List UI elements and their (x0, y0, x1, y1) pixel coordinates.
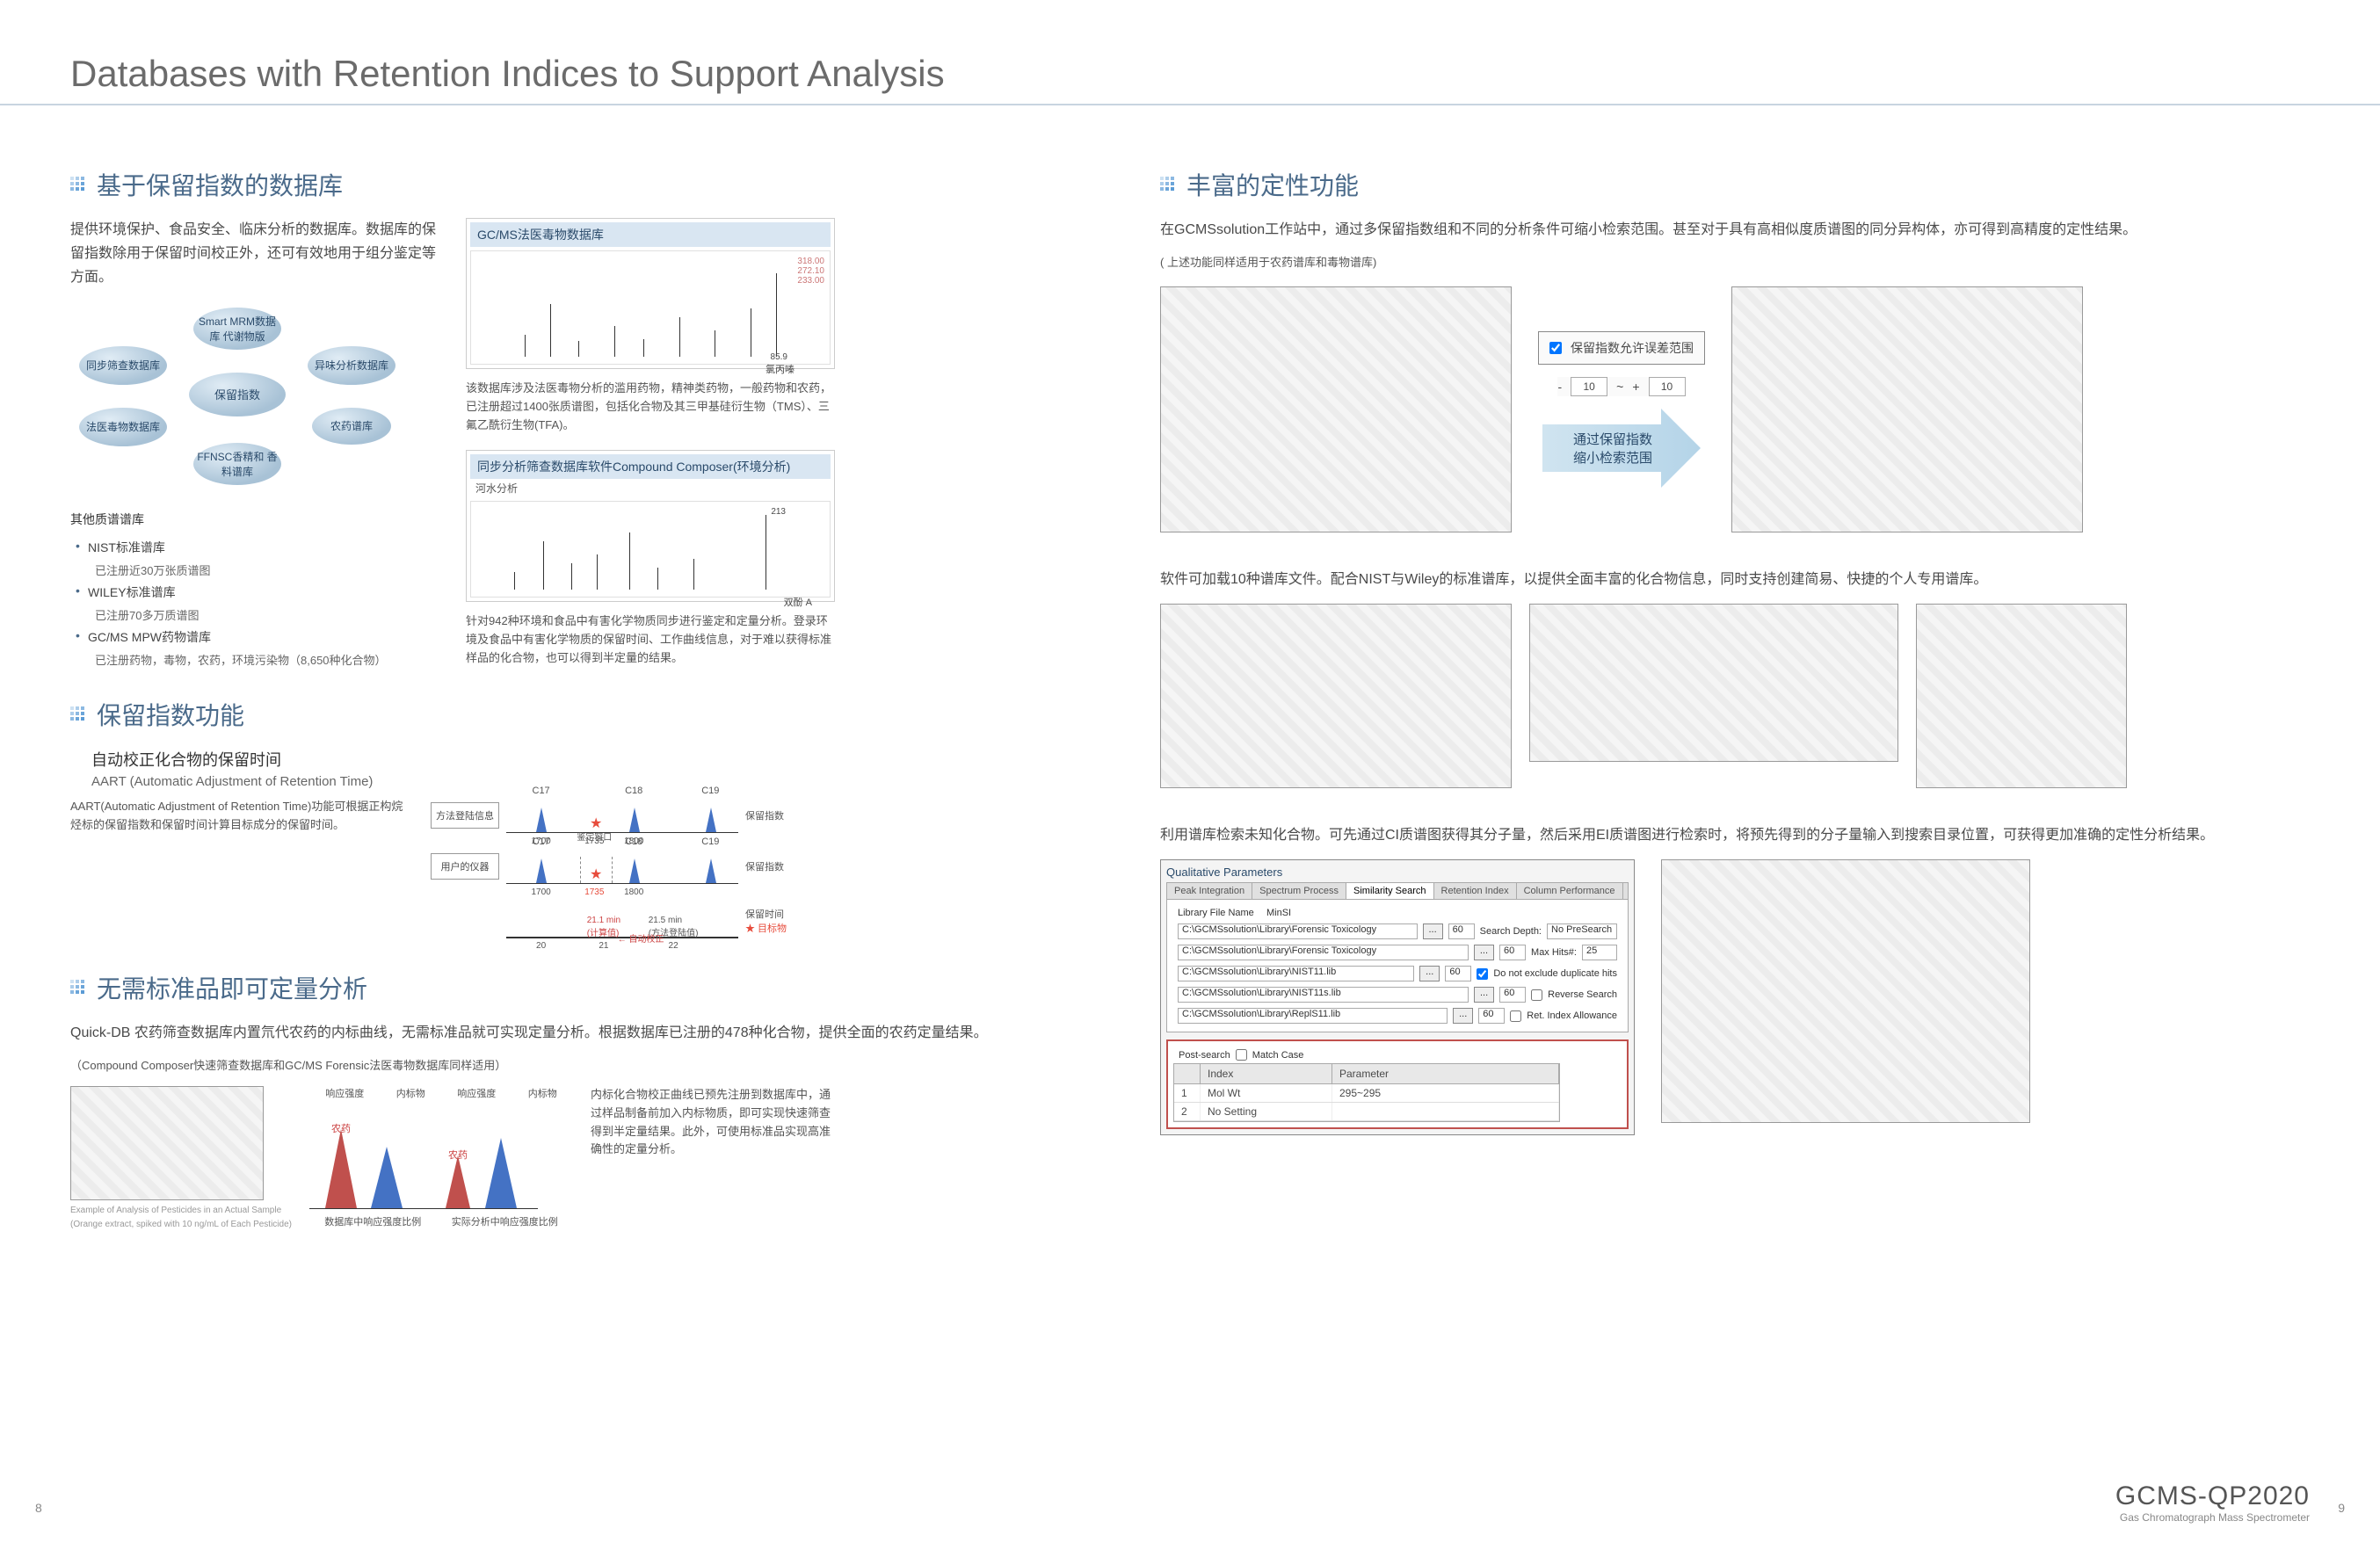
panel2-caption: 针对942种环境和食品中有害化学物质同步进行鉴定和定量分析。登录环境及食品中有害… (466, 612, 835, 667)
section-title-ri: 保留指数功能 (97, 697, 244, 732)
lib-path-field[interactable]: C:\GCMSsolution\Library\Forensic Toxicol… (1178, 923, 1418, 939)
bullet-icon (70, 706, 86, 722)
lib-item: GC/MS MPW药物谱库 (70, 626, 439, 648)
sec3-note: （Compound Composer快速筛查数据库和GC/MS Forensic… (70, 1057, 1107, 1076)
bullet-icon (70, 177, 86, 192)
page-number-right: 9 (2338, 1501, 2345, 1515)
aart-diagram: 方法登陆信息 C17 C18 C19 ★ 1700 1735 1800 保留指数… (431, 798, 800, 944)
cluster-node: 异味分析数据库 (308, 346, 395, 385)
lib-path-field[interactable]: C:\GCMSsolution\Library\ReplS11.lib (1178, 1008, 1448, 1024)
sec1-intro: 提供环境保护、食品安全、临床分析的数据库。数据库的保留指数除用于保留时间校正外，… (70, 218, 439, 290)
lib-path-field[interactable]: C:\GCMSsolution\Library\Forensic Toxicol… (1178, 945, 1469, 960)
lib-sub: 已注册药物，毒物，农药，环境污染物（8,650种化合物） (70, 648, 439, 670)
tab[interactable]: Spectrum Process (1252, 883, 1346, 899)
aart-sub2: AART (Automatic Adjustment of Retention … (91, 774, 1107, 789)
narrow-search-arrow: 通过保留指数 缩小检索范围 (1542, 409, 1701, 488)
other-libs-title: 其他质谱谱库 (70, 510, 439, 529)
ri-checkbox[interactable] (1549, 342, 1562, 354)
sec3-side: 内标化合物校正曲线已预先注册到数据库中，通过样品制备前加入内标物质，即可实现快速… (591, 1086, 837, 1159)
library-spectrum-screenshot (1529, 604, 1898, 762)
cluster-node: 同步筛查数据库 (79, 346, 167, 385)
ri-low[interactable]: 10 (1571, 377, 1607, 396)
lib-path-field[interactable]: C:\GCMSsolution\Library\NIST11s.lib (1178, 987, 1469, 1003)
sec4-desc3: 利用谱库检索未知化合物。可先通过CI质谱图获得其分子量，然后采用EI质谱图进行检… (1160, 823, 2285, 847)
tab[interactable]: Column Performance (1517, 883, 1623, 899)
qualitative-params-dialog: Qualitative Parameters Peak Integration … (1160, 859, 1635, 1135)
img-caption: Example of Analysis of Pesticides in an … (70, 1204, 292, 1232)
sec4-desc2: 软件可加载10种谱库文件。配合NIST与Wiley的标准谱库，以提供全面丰富的化… (1160, 568, 2285, 591)
sec4-desc: 在GCMSsolution工作站中，通过多保留指数组和不同的分析条件可缩小检索范… (1160, 218, 2285, 242)
cluster-center: 保留指数 (189, 373, 286, 416)
database-cluster-diagram: 保留指数 Smart MRM数据库 代谢物版 异味分析数据库 农药谱库 FFNS… (70, 302, 404, 496)
forensic-db-panel: GC/MS法医毒物数据库 318.00 272.10 233.00 (466, 218, 835, 369)
page-number-left: 8 (35, 1501, 42, 1515)
compound-composer-panel: 同步分析筛查数据库软件Compound Composer(环境分析) 河水分析 … (466, 450, 835, 602)
lib-sub: 已注册近30万张质谱图 (70, 559, 439, 581)
cluster-node: FFNSC香精和 香料谱库 (193, 443, 281, 485)
library-list: NIST标准谱库 已注册近30万张质谱图 WILEY标准谱库 已注册70多万质谱… (70, 536, 439, 670)
sec4-note: ( 上述功能同样适用于农药谱库和毒物谱库) (1160, 254, 2285, 272)
panel-header: 同步分析筛查数据库软件Compound Composer(环境分析) (470, 454, 831, 479)
pesticide-analysis-screenshot (70, 1086, 264, 1200)
ri-tolerance-box: 保留指数允许误差范围 (1538, 331, 1705, 365)
lib-item: WILEY标准谱库 (70, 581, 439, 604)
bullet-icon (1160, 177, 1176, 192)
product-name: GCMS-QP2020 (2115, 1481, 2310, 1511)
cluster-node: 法医毒物数据库 (79, 408, 167, 446)
aart-sub1: 自动校正化合物的保留时间 (91, 748, 1107, 771)
ri-high[interactable]: 10 (1649, 377, 1686, 396)
section-title-qual: 丰富的定性功能 (1186, 167, 1359, 202)
footer: GCMS-QP2020 Gas Chromatograph Mass Spect… (2115, 1481, 2310, 1524)
cluster-node: Smart MRM数据库 代谢物版 (193, 308, 281, 350)
section-title-quant: 无需标准品即可定量分析 (97, 970, 367, 1005)
library-menu-screenshot (1916, 604, 2127, 788)
product-tagline: Gas Chromatograph Mass Spectrometer (2115, 1511, 2310, 1524)
molwt-table: IndexParameter 1Mol Wt295~295 2No Settin… (1173, 1063, 1560, 1122)
search-before-screenshot (1160, 286, 1512, 532)
lib-path-field[interactable]: C:\GCMSsolution\Library\NIST11.lib (1178, 966, 1414, 981)
spectrum-chart: 318.00 272.10 233.00 85.9 氯丙嗪 (470, 250, 831, 365)
lib-sub: 已注册70多万质谱图 (70, 604, 439, 626)
cluster-node: 农药谱库 (312, 408, 391, 445)
sec3-desc: Quick-DB 农药筛查数据库内置氘代农药的内标曲线，无需标准品就可实现定量分… (70, 1021, 1107, 1045)
page-title: Databases with Retention Indices to Supp… (0, 0, 2380, 105)
library-load-screenshot (1160, 604, 1512, 788)
post-search-highlight: Post-searchMatch Case IndexParameter 1Mo… (1166, 1039, 1629, 1129)
dialog-title: Qualitative Parameters (1166, 866, 1629, 882)
bullet-icon (70, 980, 86, 996)
dialog-tabs: Peak Integration Spectrum Process Simila… (1166, 882, 1629, 900)
panel1-caption: 该数据库涉及法医毒物分析的滥用药物，精神类药物，一般药物和农药，已注册超过140… (466, 380, 835, 434)
similarity-result-screenshot (1661, 859, 2030, 1123)
tab-active[interactable]: Similarity Search (1346, 883, 1434, 899)
spectrum-chart: 213 双酚 A (470, 501, 831, 598)
tab[interactable]: Retention Index (1434, 883, 1517, 899)
search-after-screenshot (1731, 286, 2083, 532)
panel-header: GC/MS法医毒物数据库 (470, 222, 831, 247)
tab[interactable]: Peak Integration (1167, 883, 1252, 899)
aart-desc: AART(Automatic Adjustment of Retention T… (70, 798, 404, 835)
lib-item: NIST标准谱库 (70, 536, 439, 559)
section-title-databases: 基于保留指数的数据库 (97, 167, 343, 202)
ratio-diagram: 农药 农药 (309, 1104, 538, 1209)
